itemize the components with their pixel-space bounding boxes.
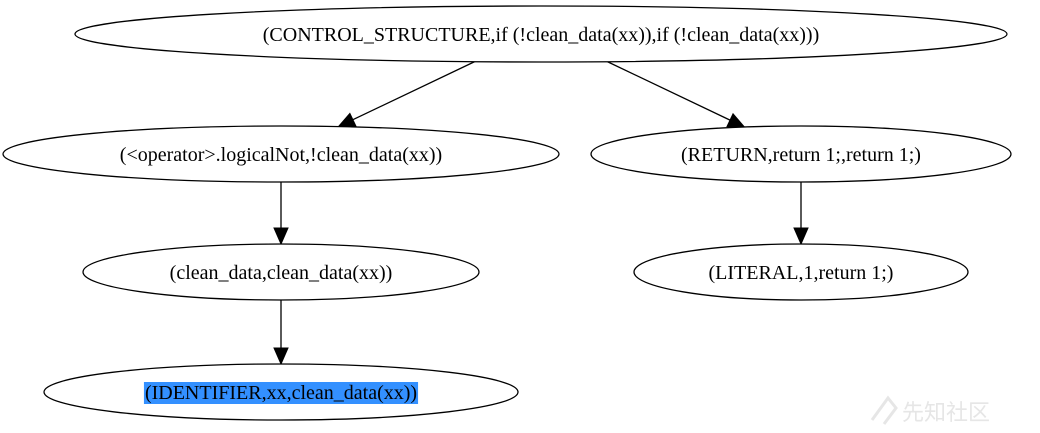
- edge-line: [606, 61, 730, 120]
- graph-node-return[interactable]: (RETURN,return 1;,return 1;): [591, 126, 1011, 182]
- edge-line: [353, 61, 476, 120]
- edge-arrowhead: [794, 228, 808, 244]
- node-label: (clean_data,clean_data(xx)): [170, 262, 393, 284]
- edge-n_not-to-n_call: [274, 182, 288, 244]
- edge-arrowhead: [274, 348, 288, 364]
- edge-n_control-to-n_return: [606, 61, 744, 127]
- edge-n_return-to-n_literal: [794, 182, 808, 244]
- watermark-text: 先知社区: [902, 401, 990, 426]
- node-label: (CONTROL_STRUCTURE,if (!clean_data(xx)),…: [263, 24, 819, 46]
- edge-n_call-to-n_ident: [274, 300, 288, 364]
- edges-layer: [274, 61, 808, 364]
- node-label: (IDENTIFIER,xx,clean_data(xx)): [145, 382, 417, 404]
- nodes-layer: (CONTROL_STRUCTURE,if (!clean_data(xx)),…: [3, 6, 1011, 420]
- node-label: (RETURN,return 1;,return 1;): [681, 144, 921, 166]
- graph-node-control[interactable]: (CONTROL_STRUCTURE,if (!clean_data(xx)),…: [75, 6, 1007, 62]
- edge-n_control-to-n_not: [338, 61, 476, 127]
- edge-arrowhead: [727, 114, 744, 127]
- graph-node-literal[interactable]: (LITERAL,1,return 1;): [634, 244, 968, 300]
- graph-node-not[interactable]: (<operator>.logicalNot,!clean_data(xx)): [3, 126, 559, 182]
- watermark: 先知社区: [872, 398, 990, 426]
- graph-node-call[interactable]: (clean_data,clean_data(xx)): [83, 244, 479, 300]
- node-label: (LITERAL,1,return 1;): [709, 262, 894, 284]
- watermark-logo-icon: [872, 398, 896, 424]
- graph-node-ident[interactable]: (IDENTIFIER,xx,clean_data(xx)): [44, 364, 518, 420]
- node-label: (<operator>.logicalNot,!clean_data(xx)): [120, 144, 442, 166]
- edge-arrowhead: [274, 228, 288, 244]
- edge-arrowhead: [338, 113, 355, 126]
